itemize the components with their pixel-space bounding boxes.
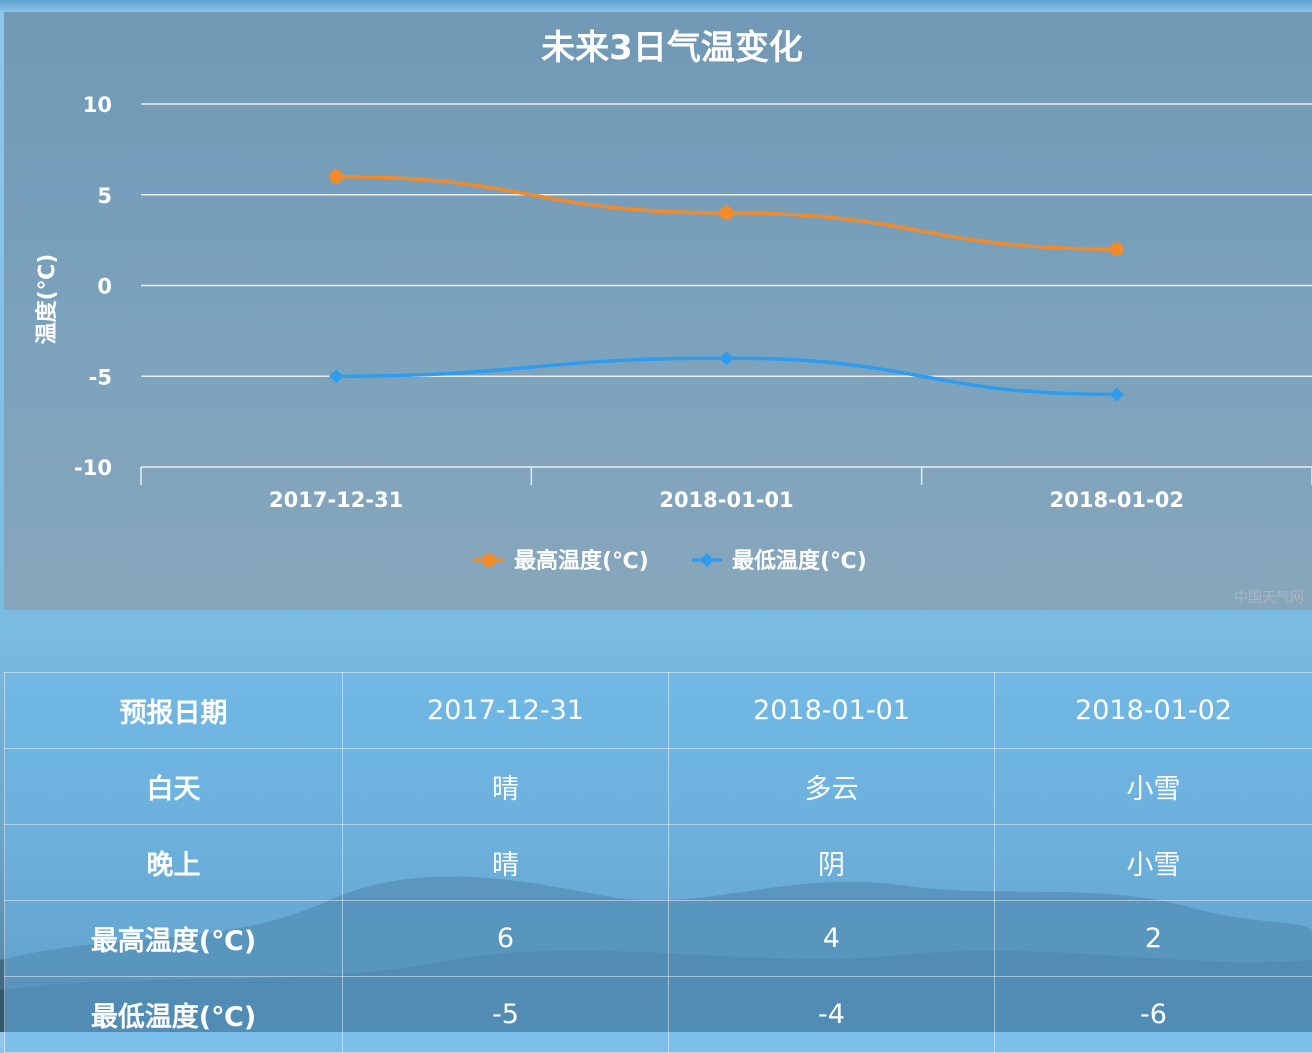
row-label: 最低温度(℃) xyxy=(5,977,343,1053)
table-cell: 小雪 xyxy=(995,825,1312,901)
data-point[interactable] xyxy=(720,206,734,220)
legend-marker[interactable] xyxy=(700,553,714,567)
y-tick-label: 10 xyxy=(83,93,112,117)
chart-panel: 未来3日气温变化 温度(℃) 10 5 0 -5 -10 2017-12-31 2018-… xyxy=(4,12,1312,610)
row-label: 预报日期 xyxy=(5,673,343,749)
data-point[interactable] xyxy=(329,170,343,184)
legend-label[interactable]: 最低温度(℃) xyxy=(732,548,867,574)
table-cell: 2 xyxy=(995,901,1312,977)
table-cell: 小雪 xyxy=(995,749,1312,825)
temperature-chart: 未来3日气温变化 温度(℃) 10 5 0 -5 -10 2017-12-31 2018-… xyxy=(4,12,1312,610)
table-cell: 多云 xyxy=(669,749,995,825)
data-point[interactable] xyxy=(720,351,734,365)
date-header-cell: 2018-01-01 xyxy=(669,673,995,749)
x-tick-label: 2018-01-01 xyxy=(659,488,793,512)
x-tick-label: 2018-01-02 xyxy=(1050,488,1184,512)
table-cell: -4 xyxy=(669,977,995,1053)
table-cell: -6 xyxy=(995,977,1312,1053)
date-header-cell: 2017-12-31 xyxy=(343,673,669,749)
table-cell: -5 xyxy=(343,977,669,1053)
x-tick-label: 2017-12-31 xyxy=(269,488,403,512)
y-tick-label: -10 xyxy=(74,456,112,480)
y-axis-label: 温度(℃) xyxy=(34,254,60,345)
legend-label[interactable]: 最高温度(℃) xyxy=(514,548,649,574)
table-row: 最低温度(℃)-5-4-6 xyxy=(5,977,1312,1053)
data-point[interactable] xyxy=(1110,242,1124,256)
table-cell: 4 xyxy=(669,901,995,977)
top-strip xyxy=(0,0,1312,12)
y-tick-label: 0 xyxy=(97,275,112,299)
table-row: 白天晴多云小雪 xyxy=(5,749,1312,825)
y-tick-label: -5 xyxy=(89,365,112,389)
date-header-cell: 2018-01-02 xyxy=(995,673,1312,749)
row-label: 白天 xyxy=(5,749,343,825)
table-cell: 6 xyxy=(343,901,669,977)
legend-marker[interactable] xyxy=(482,553,496,567)
row-label: 晚上 xyxy=(5,825,343,901)
table-cell: 阴 xyxy=(669,825,995,901)
chart-credit[interactable]: 中国天气网 xyxy=(1234,590,1304,606)
y-tick-label: 5 xyxy=(97,184,112,208)
table-cell: 晴 xyxy=(343,749,669,825)
data-point[interactable] xyxy=(329,369,343,383)
chart-title: 未来3日气温变化 xyxy=(541,28,803,68)
table-row: 晚上晴阴小雪 xyxy=(5,825,1312,901)
data-point[interactable] xyxy=(1110,387,1124,401)
table-cell: 晴 xyxy=(343,825,669,901)
row-label: 最高温度(℃) xyxy=(5,901,343,977)
